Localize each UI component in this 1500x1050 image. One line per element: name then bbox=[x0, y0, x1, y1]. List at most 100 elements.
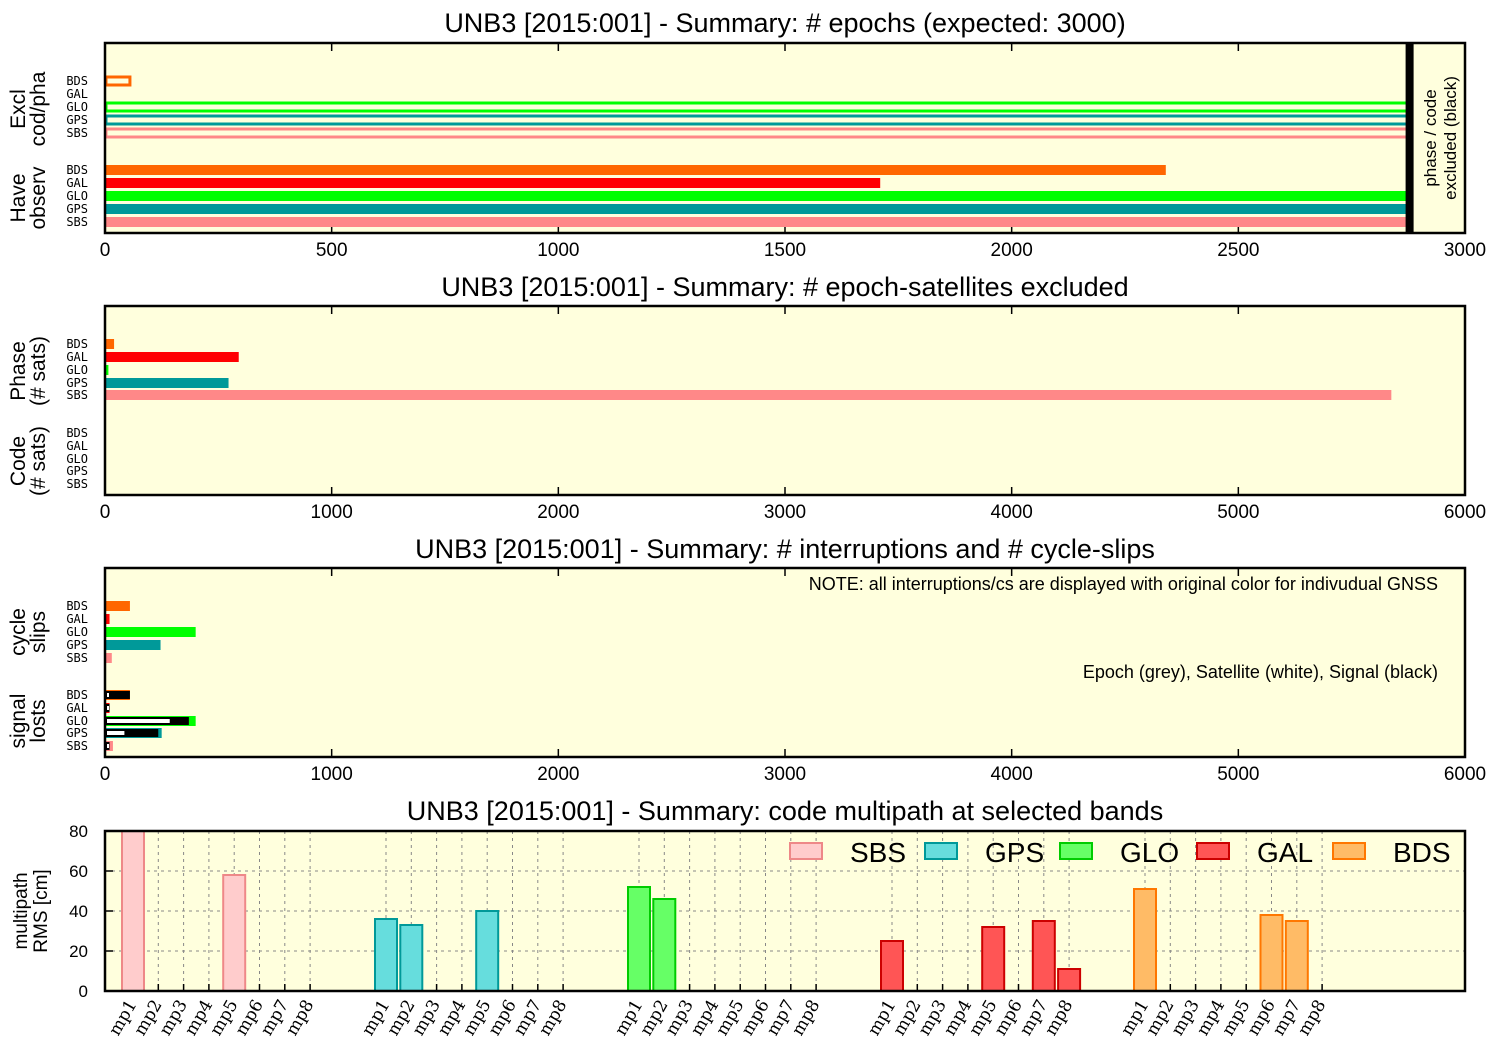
y-tick-label: 0 bbox=[79, 982, 88, 1001]
bar-glo bbox=[106, 627, 196, 637]
gnss-label-bds: BDS bbox=[66, 337, 88, 351]
chart-title: UNB3 [2015:001] - Summary: # interruptio… bbox=[415, 534, 1155, 564]
gnss-label-gal: GAL bbox=[66, 176, 88, 190]
gnss-label-bds: BDS bbox=[66, 426, 88, 440]
chart-note: NOTE: all interruptions/cs are displayed… bbox=[809, 574, 1438, 594]
legend-label-bds: BDS bbox=[1393, 837, 1451, 868]
x-tick-label: 1000 bbox=[311, 502, 353, 523]
bar-satellite-gal bbox=[107, 706, 109, 710]
gnss-label-glo: GLO bbox=[66, 189, 88, 203]
x-category-label: mp8 bbox=[282, 997, 318, 1040]
bar-sbs-mp5 bbox=[222, 874, 247, 992]
bar-gps bbox=[106, 640, 161, 650]
gnss-label-gal: GAL bbox=[66, 701, 88, 715]
legend-swatch-sbs bbox=[789, 842, 823, 860]
x-category-label: mp8 bbox=[535, 997, 571, 1040]
bar-gps-mp1 bbox=[374, 918, 398, 992]
x-tick-label: 0 bbox=[100, 240, 111, 261]
gnss-label-bds: BDS bbox=[66, 163, 88, 177]
group-label: Code(# sats) bbox=[7, 426, 50, 496]
bar-gal-mp7 bbox=[1031, 920, 1056, 992]
x-category-label: mp8 bbox=[788, 997, 824, 1040]
bar-gps bbox=[106, 378, 229, 388]
group-label-line: Phase bbox=[7, 341, 30, 401]
y-tick-label: 60 bbox=[69, 862, 88, 881]
group-label-line: slips bbox=[27, 611, 50, 653]
bar-gps-mp2 bbox=[399, 924, 424, 992]
plot-frame bbox=[103, 304, 1467, 497]
bar-gal-mp1 bbox=[880, 940, 904, 992]
gnss-label-glo: GLO bbox=[66, 363, 88, 377]
bar-sbs bbox=[106, 390, 1392, 400]
bar-sbs-mp1 bbox=[121, 830, 145, 992]
group-label-line: losts bbox=[27, 699, 50, 742]
x-tick-label: 6000 bbox=[1444, 764, 1486, 785]
group-label-line: Code bbox=[7, 436, 30, 486]
gnss-label-sbs: SBS bbox=[66, 388, 88, 402]
x-tick-label: 1000 bbox=[537, 240, 579, 261]
x-tick-label: 4000 bbox=[991, 502, 1033, 523]
plot-area bbox=[105, 568, 1465, 757]
x-tick-label: 1000 bbox=[311, 764, 353, 785]
plot-frame bbox=[103, 829, 1467, 993]
gnss-label-sbs: SBS bbox=[66, 651, 88, 665]
y-tick-label: 40 bbox=[69, 902, 88, 921]
legend-label-glo: GLO bbox=[1120, 837, 1179, 868]
bar-glo-mp2 bbox=[652, 898, 677, 992]
bar-glo-mp1 bbox=[627, 886, 651, 992]
gnss-label-gps: GPS bbox=[66, 202, 88, 216]
group-label-line: Excl bbox=[7, 89, 30, 129]
chart-note: Epoch (grey), Satellite (white), Signal … bbox=[1083, 662, 1438, 682]
panel-3: UNB3 [2015:001] - Summary: # interruptio… bbox=[7, 534, 1486, 785]
x-tick-label: 3000 bbox=[764, 502, 806, 523]
x-tick-label: 2500 bbox=[1217, 240, 1259, 261]
legend-swatch-gal bbox=[1196, 842, 1230, 860]
bar-bds bbox=[106, 601, 130, 611]
legend-label-gal: GAL bbox=[1257, 837, 1313, 868]
x-tick-label: 5000 bbox=[1217, 502, 1259, 523]
gnss-label-gps: GPS bbox=[66, 376, 88, 390]
bar-signal-gps bbox=[106, 729, 159, 737]
x-tick-label: 6000 bbox=[1444, 502, 1486, 523]
y-tick-label: 80 bbox=[69, 822, 88, 841]
x-tick-label: 3000 bbox=[764, 764, 806, 785]
gnss-label-sbs: SBS bbox=[66, 739, 88, 753]
group-label-line: (# sats) bbox=[27, 336, 50, 406]
gnss-label-glo: GLO bbox=[66, 625, 88, 639]
gnss-label-gps: GPS bbox=[66, 638, 88, 652]
y-axis-label: multipath RMS [cm] bbox=[11, 869, 52, 952]
panel-4: UNB3 [2015:001] - Summary: code multipat… bbox=[11, 796, 1467, 1040]
x-tick-label: 0 bbox=[100, 764, 111, 785]
bar-bds-mp7 bbox=[1284, 920, 1309, 992]
x-tick-label: 4000 bbox=[991, 764, 1033, 785]
side-note-line: excluded (black) bbox=[1441, 76, 1460, 200]
group-label-line: signal bbox=[7, 694, 30, 749]
x-tick-label: 2000 bbox=[991, 240, 1033, 261]
y-axis-label-line: multipath bbox=[11, 872, 32, 949]
gnss-label-gps: GPS bbox=[66, 464, 88, 478]
plot-area bbox=[105, 306, 1465, 495]
x-tick-label: 500 bbox=[316, 240, 348, 261]
gnss-label-glo: GLO bbox=[66, 452, 88, 466]
bar-satellite-bds bbox=[107, 693, 109, 697]
gnss-label-bds: BDS bbox=[66, 74, 88, 88]
legend-label-gps: GPS bbox=[985, 837, 1044, 868]
gnss-label-sbs: SBS bbox=[66, 215, 88, 229]
bar-bds bbox=[106, 339, 115, 349]
group-label-line: Have bbox=[7, 173, 30, 222]
y-axis-label-line: RMS [cm] bbox=[31, 869, 52, 952]
side-note-line: phase / code bbox=[1421, 89, 1440, 186]
x-tick-label: 5000 bbox=[1217, 764, 1259, 785]
legend-swatch-bds bbox=[1332, 842, 1366, 860]
bar-satellite-gps bbox=[107, 731, 125, 735]
bar-signal-bds bbox=[106, 691, 130, 699]
x-category-label: mp8 bbox=[1294, 997, 1330, 1040]
gnss-label-gal: GAL bbox=[66, 87, 88, 101]
gnss-label-gal: GAL bbox=[66, 612, 88, 626]
chart-title: UNB3 [2015:001] - Summary: # epochs (exp… bbox=[444, 8, 1125, 38]
legend-label-sbs: SBS bbox=[850, 837, 906, 868]
gnss-label-sbs: SBS bbox=[66, 477, 88, 491]
